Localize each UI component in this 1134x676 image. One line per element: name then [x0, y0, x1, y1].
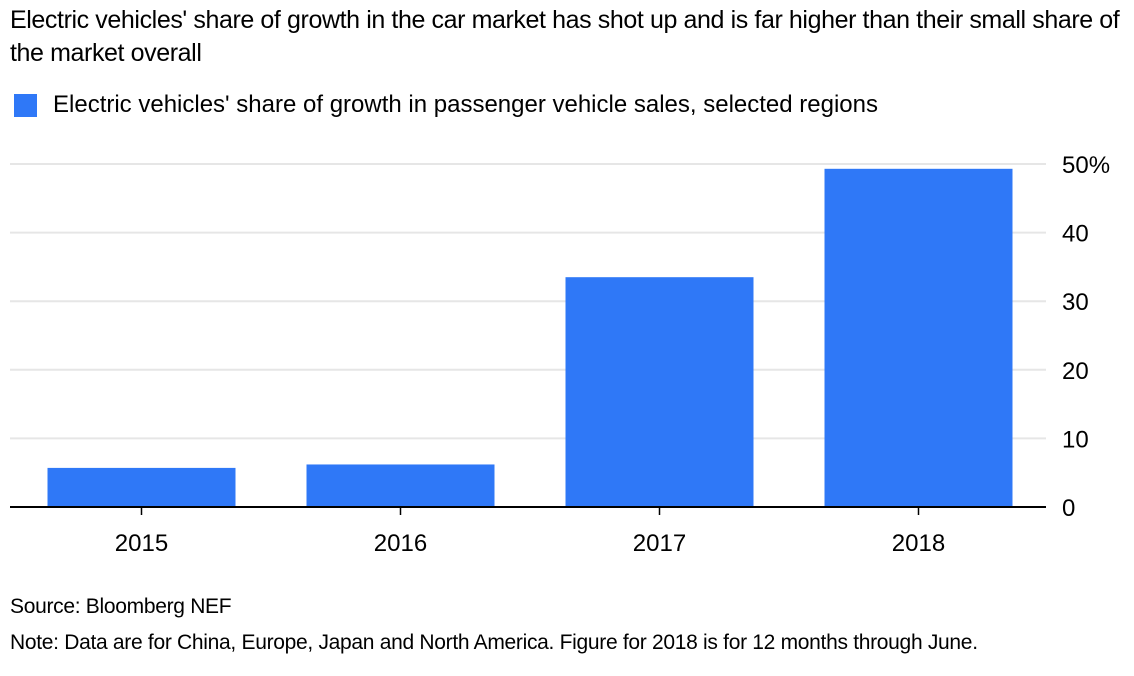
x-tick-label: 2015 — [115, 530, 168, 557]
x-tick-label: 2016 — [374, 530, 427, 557]
bar-2017 — [565, 277, 754, 507]
y-tick-label: 10 — [1062, 426, 1089, 453]
x-tick-label: 2018 — [892, 530, 945, 557]
y-tick-label: 30 — [1062, 289, 1089, 316]
x-tick-label: 2017 — [633, 530, 686, 557]
bar-2016 — [306, 464, 495, 507]
bar-2018 — [824, 168, 1013, 507]
chart-title: Electric vehicles' share of growth in th… — [10, 6, 1120, 67]
y-tick-label: 40 — [1062, 221, 1089, 248]
legend-label: Electric vehicles' share of growth in pa… — [53, 91, 878, 118]
bar-2015 — [47, 467, 236, 507]
y-tick-label: 50% — [1062, 152, 1110, 179]
source-text: Source: Bloomberg NEF — [10, 595, 232, 618]
legend: Electric vehicles' share of growth in pa… — [14, 90, 878, 120]
legend-swatch — [14, 93, 37, 117]
note-text: Note: Data are for China, Europe, Japan … — [10, 631, 978, 654]
y-tick-label: 0 — [1062, 495, 1075, 522]
y-tick-label: 20 — [1062, 358, 1089, 385]
